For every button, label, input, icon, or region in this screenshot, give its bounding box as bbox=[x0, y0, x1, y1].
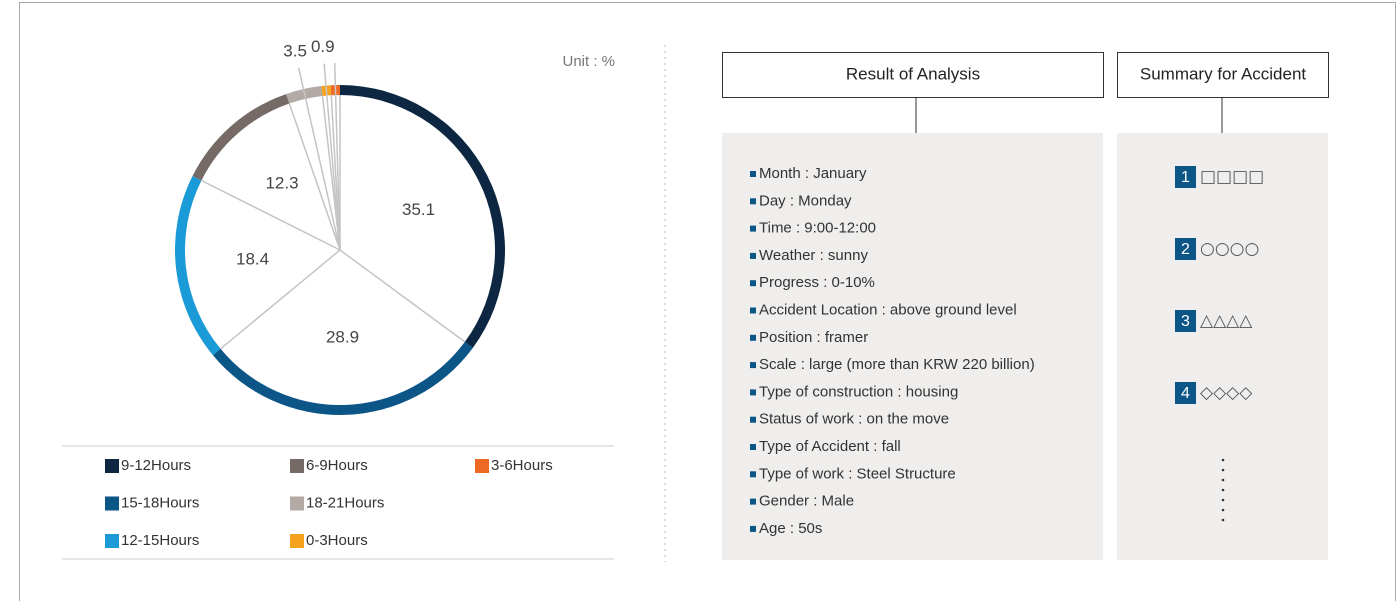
legend-swatch bbox=[290, 496, 304, 511]
leader-line bbox=[333, 63, 341, 251]
summary-item: ○○○○ bbox=[1200, 239, 1259, 259]
list-item: Status of work : on the move bbox=[759, 411, 949, 428]
bullet bbox=[750, 389, 756, 396]
legend-swatch bbox=[105, 534, 119, 548]
pie-slice bbox=[192, 94, 290, 181]
bullet bbox=[750, 252, 756, 259]
bullet bbox=[750, 307, 756, 314]
data-label: 18.4 bbox=[236, 249, 269, 268]
bullet bbox=[750, 362, 756, 369]
unit-label: Unit : % bbox=[562, 53, 615, 70]
summary-item: □□□□ bbox=[1200, 167, 1264, 187]
list-item: Age : 50s bbox=[759, 520, 822, 537]
list-item: Time : 9:00-12:00 bbox=[759, 220, 876, 237]
slice-divider bbox=[288, 103, 341, 251]
pie-slice bbox=[174, 176, 221, 356]
slice-divider bbox=[220, 249, 341, 350]
list-item: Type of work : Steel Structure bbox=[759, 465, 956, 482]
legend-label: 12-15Hours bbox=[121, 532, 199, 549]
legend-swatch bbox=[105, 459, 119, 473]
legend-swatch bbox=[290, 459, 304, 473]
slice-divider bbox=[339, 249, 466, 343]
pie-slice bbox=[212, 341, 473, 415]
summary-item: △△△△ bbox=[1200, 311, 1253, 331]
list-item: Gender : Male bbox=[759, 493, 854, 510]
pie-slice bbox=[340, 85, 505, 348]
data-label: 35.1 bbox=[402, 200, 435, 219]
list-item: Month : January bbox=[759, 165, 867, 182]
number-badge bbox=[1175, 310, 1196, 332]
bullet bbox=[750, 225, 756, 232]
number-label: 4 bbox=[1181, 385, 1190, 402]
legend-swatch bbox=[475, 459, 489, 473]
bullet bbox=[750, 280, 756, 287]
list-item: Type of construction : housing bbox=[759, 383, 958, 400]
list-item: Accident Location : above ground level bbox=[759, 301, 1017, 318]
leader-line bbox=[323, 63, 341, 251]
legend-label: 18-21Hours bbox=[306, 494, 384, 511]
list-item: Scale : large (more than KRW 220 billion… bbox=[759, 356, 1035, 373]
list-item: Progress : 0-10% bbox=[759, 274, 875, 291]
panel-title: Summary for Accident bbox=[1140, 64, 1307, 83]
data-label: 3.5 bbox=[283, 42, 307, 61]
number-label: 2 bbox=[1181, 241, 1190, 258]
legend-label: 0-3Hours bbox=[306, 532, 368, 549]
bullet bbox=[750, 416, 756, 423]
list-item: Type of Accident : fall bbox=[759, 438, 901, 455]
slice-divider bbox=[201, 179, 341, 251]
leader-line bbox=[297, 67, 341, 251]
legend-label: 9-12Hours bbox=[121, 457, 191, 474]
ellipsis bbox=[1221, 458, 1225, 522]
list-item: Weather : sunny bbox=[759, 247, 868, 264]
summary-item: ◇◇◇◇ bbox=[1200, 383, 1253, 403]
bullet bbox=[750, 498, 756, 505]
header-box bbox=[1117, 52, 1329, 98]
data-label: 0.9 bbox=[311, 37, 335, 56]
legend-label: 15-18Hours bbox=[121, 494, 199, 511]
bullet bbox=[750, 525, 756, 532]
header-box bbox=[722, 52, 1104, 98]
bullet bbox=[750, 471, 756, 478]
bullet bbox=[750, 334, 756, 341]
panel bbox=[1117, 133, 1328, 560]
data-label: 28.9 bbox=[326, 327, 359, 346]
legend-label: 6-9Hours bbox=[306, 457, 368, 474]
legend-swatch bbox=[290, 534, 304, 548]
legend-label: 3-6Hours bbox=[491, 457, 553, 474]
legend-swatch bbox=[105, 496, 119, 511]
number-badge bbox=[1175, 382, 1196, 404]
bullet bbox=[750, 171, 756, 177]
number-badge bbox=[1175, 238, 1196, 260]
panel bbox=[722, 133, 1103, 560]
bullet bbox=[750, 198, 756, 205]
number-label: 3 bbox=[1181, 313, 1190, 330]
data-label: 12.3 bbox=[265, 173, 298, 192]
number-label: 1 bbox=[1181, 169, 1190, 186]
list-item: Day : Monday bbox=[759, 192, 852, 209]
number-badge bbox=[1175, 166, 1196, 188]
panel-title: Result of Analysis bbox=[846, 64, 980, 83]
list-item: Position : framer bbox=[759, 329, 868, 346]
bullet bbox=[750, 444, 756, 450]
